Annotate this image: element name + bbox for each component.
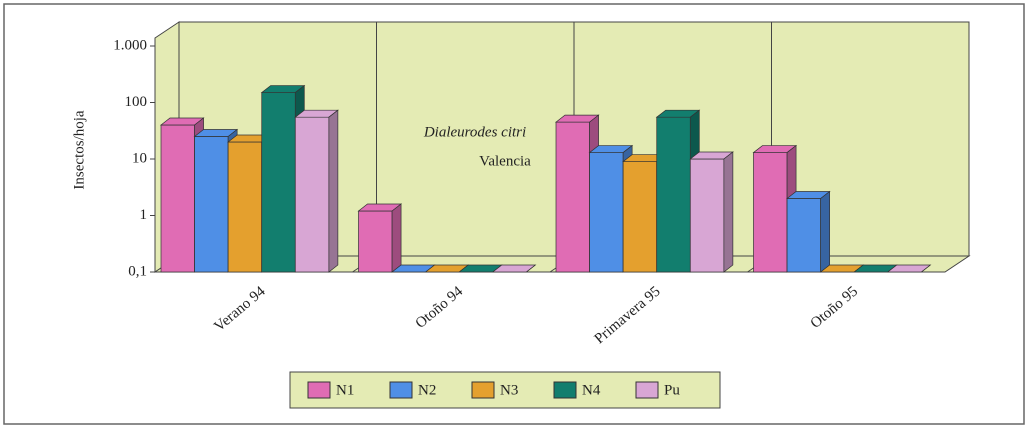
bar [491,264,537,273]
legend-swatch [471,381,495,399]
y-tick-label: 1.000 [113,37,147,53]
bar-front [786,198,822,273]
legend-swatch [635,381,659,399]
bar [689,151,734,273]
legend-swatch [389,381,413,399]
y-tick-label: 10 [132,150,147,166]
bar-front [753,152,788,273]
bar-front [227,141,263,273]
bar-front [261,92,296,273]
bar-front [194,136,229,273]
legend-swatch [307,381,331,399]
bar-side [391,203,402,273]
legend-label: Pu [664,382,680,398]
bar-front [689,158,725,273]
y-tick-label: 1 [140,207,148,223]
bar-front [294,116,330,273]
legend-swatch [553,381,577,399]
annotation: Dialeurodes citri [423,124,526,140]
annotation: Valencia [479,153,531,169]
bar-front [555,121,590,273]
bar-side [921,264,931,273]
legend-label: N4 [582,382,601,398]
bar [786,190,831,273]
bar-side [820,190,831,273]
bar-front [622,161,658,273]
bar [193,128,239,273]
legend-label: N3 [500,382,518,398]
bar-side [526,264,536,273]
bar-front [656,116,691,273]
bar-front [589,152,624,273]
bar-side [328,109,339,273]
bar-front [160,124,195,273]
bar-side [723,151,734,273]
y-tick-label: 100 [125,94,148,110]
bar [357,203,403,273]
bar [886,264,932,273]
y-axis-label: Insectos/hoja [71,110,87,189]
bar-front [358,210,393,273]
y-tick-label: 0,1 [128,263,147,279]
legend-label: N2 [418,382,436,398]
legend-label: N1 [336,382,354,398]
bar [294,109,339,273]
